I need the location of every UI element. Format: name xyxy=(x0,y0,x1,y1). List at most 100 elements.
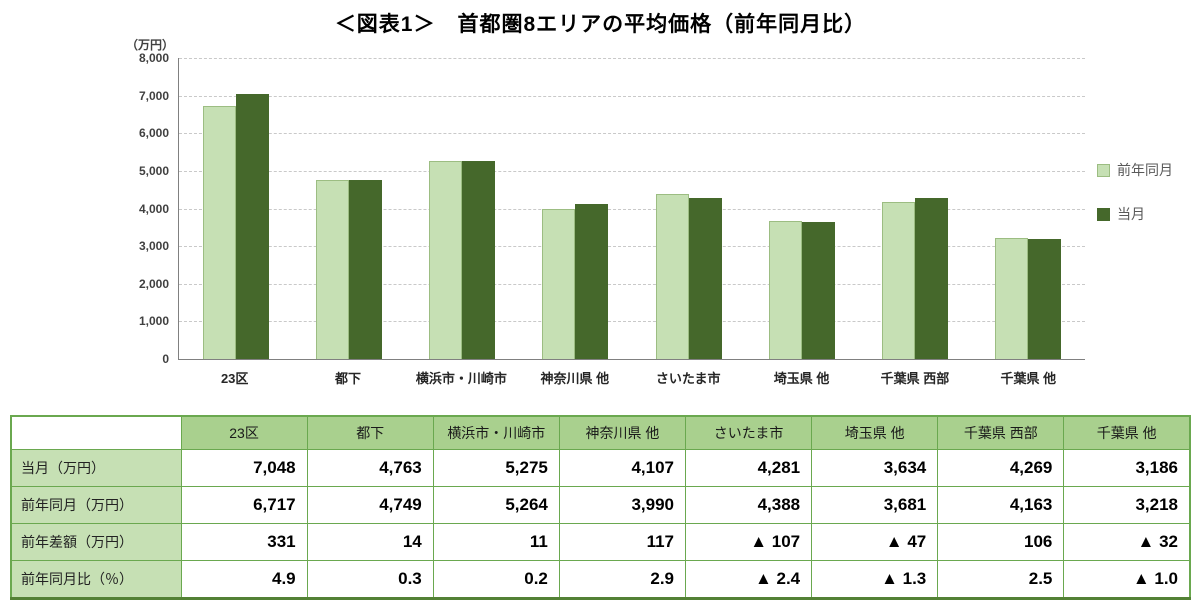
table-cell-value: 3,186 xyxy=(1063,449,1191,487)
data-table: 23区 都下 横浜市・川崎市 神奈川県 他さいたま市 埼玉県 他千葉県 西部 千葉県 他 … xyxy=(10,415,1191,600)
x-axis-category-label: 埼玉県 他 xyxy=(773,371,830,386)
table-cell-value: 7,048 xyxy=(180,449,308,487)
y-tick-label: 3,000 xyxy=(138,239,169,254)
table-column-header: 千葉県 西部 xyxy=(937,415,1065,450)
table-cell-value: 2.5 xyxy=(937,560,1065,599)
bar-prev-year xyxy=(768,220,802,359)
table-row-label: 前年差額（万円） xyxy=(10,523,182,561)
y-tick-label: 6,000 xyxy=(138,126,169,141)
bar-current-month xyxy=(348,179,382,359)
table-cell-value: 2.9 xyxy=(558,560,687,599)
x-axis-category-label: 千葉県 他 xyxy=(1000,371,1057,386)
x-axis-category-label: 神奈川県 他 xyxy=(540,371,610,386)
bar-prev-year xyxy=(882,202,916,359)
table-head-row: 23区 都下 横浜市・川崎市 神奈川県 他さいたま市 埼玉県 他千葉県 西部 千葉県 他 xyxy=(10,415,1191,450)
chart-title: ＜図表1＞ 首都圏8エリアの平均価格（前年同月比） xyxy=(334,13,867,36)
table-cell-value: 4,281 xyxy=(684,449,813,487)
table-column-header: 埼玉県 他 xyxy=(811,415,939,450)
table-cell-value: 106 xyxy=(937,523,1065,561)
bar-group xyxy=(406,58,519,359)
table-cell-value: ▲ 1.3 xyxy=(811,560,939,599)
gridline xyxy=(179,208,1085,210)
bar-prev-year xyxy=(429,160,463,359)
table-cell-value: ▲ 107 xyxy=(684,523,813,561)
table-row-label: 前年同月（万円） xyxy=(10,486,182,524)
bar-current-month xyxy=(462,160,496,359)
bar-prev-year xyxy=(542,208,576,359)
x-axis-category-label: 23区 xyxy=(220,371,249,386)
table-cell-value: 4,763 xyxy=(306,449,434,487)
legend-swatch xyxy=(1097,207,1110,221)
gridline xyxy=(179,58,1085,59)
table-cell-value: 331 xyxy=(180,523,308,561)
table-row: 前年差額（万円） 331 14 11 117 ▲ 107 ▲ 47 106 ▲ 32 xyxy=(10,523,1191,561)
legend-item: 当月 xyxy=(1097,204,1173,224)
table-row: 当月（万円） 7,048 4,763 5,275 4,107 4,281 3,634 4,26… xyxy=(10,449,1191,487)
y-tick-label: 7,000 xyxy=(138,88,169,103)
bar-group xyxy=(292,58,405,359)
table-column-header: さいたま市 xyxy=(684,415,813,450)
legend-swatch xyxy=(1097,163,1110,177)
table-cell-value: 5,275 xyxy=(432,449,560,487)
bar-group xyxy=(179,58,292,359)
x-axis-category-label: さいたま市 xyxy=(655,371,721,386)
gridline xyxy=(179,283,1085,285)
table-row-label: 前年同月比（％） xyxy=(10,560,182,599)
table-cell-value: ▲ 1.0 xyxy=(1063,560,1191,599)
x-axis-category-label: 都下 xyxy=(335,371,362,386)
table-cell-value: 11 xyxy=(432,523,560,561)
gridline xyxy=(179,170,1085,172)
bar-group xyxy=(632,58,745,359)
table-column-header: 神奈川県 他 xyxy=(558,415,687,450)
y-tick-label: 4,000 xyxy=(138,201,169,216)
gridline xyxy=(179,133,1085,135)
bar-prev-year xyxy=(202,106,236,359)
bar-current-month xyxy=(575,204,609,359)
table-cell-value: 4,163 xyxy=(937,486,1065,524)
bar-prev-year xyxy=(995,237,1029,359)
table-row: 前年同月（万円） 6,717 4,749 5,264 3,990 4,388 3,681 4,… xyxy=(10,486,1191,524)
table-corner-cell xyxy=(10,415,182,450)
table-column-header: 23区 xyxy=(180,415,308,450)
table-cell-value: 6,717 xyxy=(180,486,308,524)
plot-area: 8,000 7,000 6,000 5,000 4,000 3,000 2,000 1,000… xyxy=(139,51,1085,366)
bar-current-month xyxy=(915,198,949,359)
bar-group xyxy=(745,58,858,359)
bar-current-month xyxy=(801,222,835,359)
table-cell-value: ▲ 32 xyxy=(1063,523,1191,561)
table-cell-value: 0.3 xyxy=(306,560,434,599)
table-cell-value: 4,107 xyxy=(558,449,687,487)
bar-group xyxy=(972,58,1085,359)
table-row: 前年同月比（％） 4.9 0.3 0.2 2.9 ▲ 2.4 ▲ 1.3 2.5 ▲ 1.0 xyxy=(10,560,1191,599)
y-tick-label: 5,000 xyxy=(138,163,169,178)
table-cell-value: ▲ 2.4 xyxy=(684,560,813,599)
table-cell-value: 0.2 xyxy=(432,560,560,599)
y-axis-unit-label: （万円） xyxy=(126,38,175,52)
table-cell-value: 4,749 xyxy=(306,486,434,524)
y-tick-label: 8,000 xyxy=(138,51,169,65)
table-cell-value: 4,388 xyxy=(684,486,813,524)
table-cell-value: 3,634 xyxy=(811,449,939,487)
bar-current-month xyxy=(688,197,722,359)
legend: 前年同月 当月 xyxy=(1097,160,1173,224)
x-axis-category-label: 千葉県 西部 xyxy=(880,371,950,386)
legend-label: 当月 xyxy=(1117,206,1145,222)
bar-prev-year xyxy=(315,180,349,359)
bar-current-month xyxy=(235,93,269,359)
x-axis-labels: 23区 都下 横浜市・川崎市 神奈川県 他 さいたま市 埼玉県 他 千葉県 西部 千葉県 他 xyxy=(178,368,1085,387)
table-row-label: 当月（万円） xyxy=(10,449,182,487)
table-body: 当月（万円） 7,048 4,763 5,275 4,107 4,281 3,634 4,26… xyxy=(10,449,1191,599)
y-tick-label: 2,000 xyxy=(138,276,169,291)
table-cell-value: 117 xyxy=(558,523,687,561)
table-column-header: 都下 xyxy=(306,415,434,450)
table-cell-value: 3,681 xyxy=(811,486,939,524)
bar-current-month xyxy=(1028,239,1062,359)
table-cell-value: 5,264 xyxy=(432,486,560,524)
table-cell-value: 3,218 xyxy=(1063,486,1191,524)
table-cell-value: 14 xyxy=(306,523,434,561)
bar-prev-year xyxy=(655,193,689,359)
table-cell-value: 3,990 xyxy=(558,486,687,524)
y-tick-label: 0 xyxy=(162,352,169,366)
table-cell-value: 4.9 xyxy=(180,560,308,599)
bar-group xyxy=(519,58,632,359)
